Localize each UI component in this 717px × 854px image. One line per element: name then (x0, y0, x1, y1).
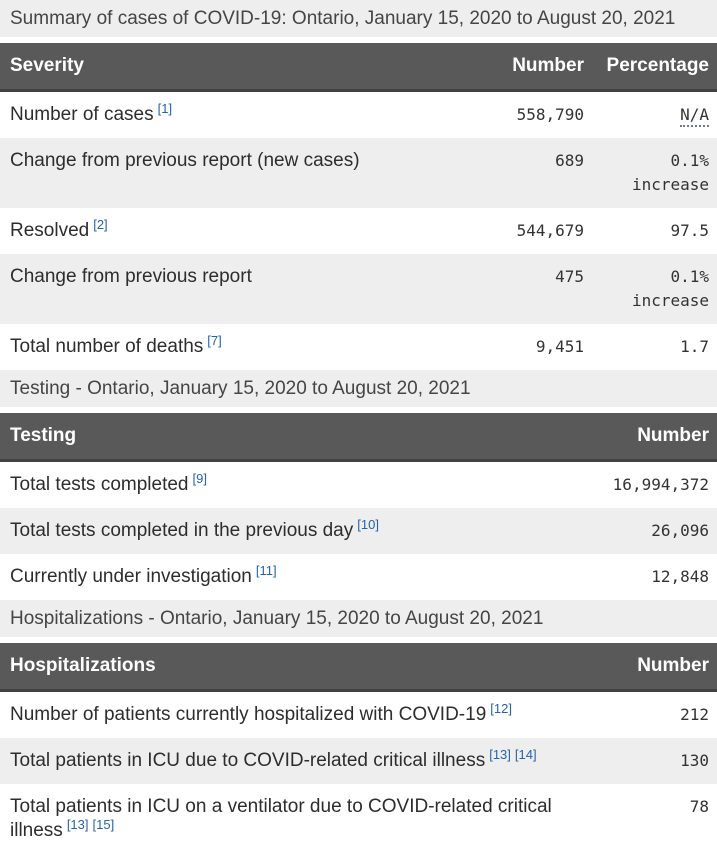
footnote-ref: [2] (93, 217, 107, 232)
footnote-ref: [9] (192, 471, 206, 486)
footnote-ref: [15] (93, 817, 115, 832)
percentage-value: 0.1% (670, 267, 709, 286)
hospitalizations-table-caption: Hospitalizations - Ontario, January 15, … (0, 600, 717, 637)
footnote-link[interactable]: [11] (255, 562, 277, 578)
footnote-ref: [7] (207, 333, 221, 348)
number-value: 558,790 (516, 105, 584, 124)
summary-table: Severity Number Percentage Number of cas… (0, 43, 717, 370)
column-header-percentage: Percentage (592, 43, 717, 92)
column-header-severity: Severity (0, 43, 468, 92)
row-label: Total tests completed in the previous da… (10, 520, 354, 541)
table-row-change-previous-report: Change from previous report 475 0.1% incr… (0, 254, 717, 324)
percentage-value: 0.1% (670, 151, 709, 170)
number-value: 212 (680, 705, 709, 724)
row-label: Total patients in ICU on a ventilator du… (10, 796, 552, 841)
footnote-ref: [10] (357, 517, 379, 532)
footnote-link[interactable]: [2] (93, 216, 108, 232)
number-value: 9,451 (535, 337, 584, 356)
footnote-link[interactable]: [9] (192, 470, 207, 486)
table-row-under-investigation: Currently under investigation [11] 12,848 (0, 554, 717, 600)
row-label: Total tests completed (10, 474, 189, 495)
number-value: 16,994,372 (612, 475, 709, 494)
footnote-ref: [13] (489, 747, 511, 762)
number-value: 12,848 (651, 567, 709, 586)
testing-table: Testing Number Total tests completed [9] … (0, 413, 717, 600)
footnote-link[interactable]: [10] (357, 516, 379, 532)
hospitalizations-table: Hospitalizations Number Number of patien… (0, 643, 717, 854)
table-row-icu-ventilator: Total patients in ICU on a ventilator du… (0, 784, 717, 854)
table-row-total-tests: Total tests completed [9] 16,994,372 (0, 460, 717, 508)
percentage-value-abbr: N/A (680, 105, 709, 127)
row-label: Total number of deaths (10, 336, 204, 357)
column-header-hospitalizations: Hospitalizations (0, 643, 593, 692)
footnote-ref: [11] (256, 563, 277, 578)
table-row-resolved: Resolved [2] 544,679 97.5 (0, 208, 717, 254)
footnote-ref: [13] (67, 817, 89, 832)
row-label: Change from previous report (new cases) (10, 150, 360, 171)
column-header-number: Number (468, 43, 592, 92)
row-label: Currently under investigation (10, 566, 252, 587)
number-value: 544,679 (516, 221, 584, 240)
summary-table-caption: Summary of cases of COVID-19: Ontario, J… (0, 0, 717, 37)
row-label: Number of cases (10, 104, 154, 125)
row-label: Number of patients currently hospitalize… (10, 704, 487, 725)
summary-section: Summary of cases of COVID-19: Ontario, J… (0, 0, 717, 370)
testing-section: Testing - Ontario, January 15, 2020 to A… (0, 370, 717, 600)
row-label: Total patients in ICU due to COVID-relat… (10, 750, 486, 771)
hospitalizations-section: Hospitalizations - Ontario, January 15, … (0, 600, 717, 854)
footnote-link[interactable]: [13] (489, 746, 511, 762)
table-row-change-new-cases: Change from previous report (new cases) … (0, 138, 717, 208)
table-row-currently-hospitalized: Number of patients currently hospitalize… (0, 690, 717, 738)
number-value: 130 (680, 751, 709, 770)
number-value: 475 (555, 267, 584, 286)
footnote-link[interactable]: [13] (66, 816, 89, 832)
footnote-ref: [1] (158, 101, 172, 116)
percentage-note: increase (631, 291, 709, 310)
column-header-number: Number (593, 643, 717, 692)
testing-header-row: Testing Number (0, 413, 717, 462)
table-row-icu: Total patients in ICU due to COVID-relat… (0, 738, 717, 784)
hospitalizations-header-row: Hospitalizations Number (0, 643, 717, 692)
footnote-link[interactable]: [15] (92, 816, 115, 832)
column-header-testing: Testing (0, 413, 593, 462)
table-row-number-of-cases: Number of cases [1] 558,790 N/A (0, 90, 717, 138)
table-row-tests-previous-day: Total tests completed in the previous da… (0, 508, 717, 554)
percentage-value: 97.5 (670, 221, 709, 240)
number-value: 78 (689, 797, 709, 816)
footnote-link[interactable]: [14] (514, 746, 537, 762)
summary-header-row: Severity Number Percentage (0, 43, 717, 92)
footnote-ref: [12] (490, 701, 512, 716)
percentage-note: increase (631, 175, 709, 194)
footnote-link[interactable]: [12] (490, 700, 512, 716)
row-label: Resolved (10, 220, 90, 241)
table-row-total-deaths: Total number of deaths [7] 9,451 1.7 (0, 324, 717, 370)
footnote-link[interactable]: [1] (157, 100, 173, 116)
testing-table-caption: Testing - Ontario, January 15, 2020 to A… (0, 370, 717, 407)
number-value: 26,096 (651, 521, 709, 540)
footnote-ref: [14] (515, 747, 537, 762)
row-label: Change from previous report (10, 266, 252, 287)
footnote-link[interactable]: [7] (207, 332, 222, 348)
column-header-number: Number (593, 413, 717, 462)
percentage-value: 1.7 (680, 337, 709, 356)
number-value: 689 (555, 151, 584, 170)
